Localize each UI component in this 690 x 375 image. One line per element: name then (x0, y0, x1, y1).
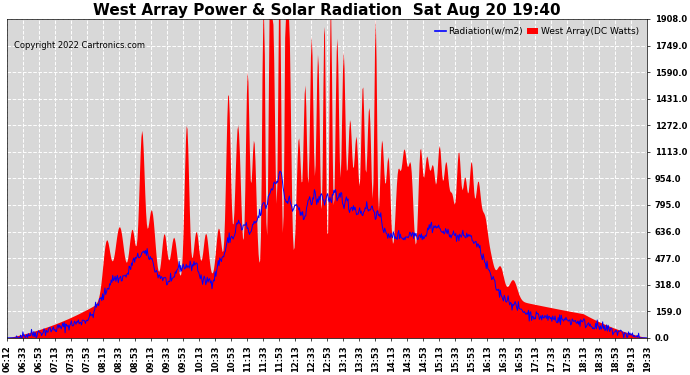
Legend: Radiation(w/m2), West Array(DC Watts): Radiation(w/m2), West Array(DC Watts) (431, 24, 642, 40)
Title: West Array Power & Solar Radiation  Sat Aug 20 19:40: West Array Power & Solar Radiation Sat A… (93, 3, 561, 18)
Text: Copyright 2022 Cartronics.com: Copyright 2022 Cartronics.com (14, 41, 145, 50)
